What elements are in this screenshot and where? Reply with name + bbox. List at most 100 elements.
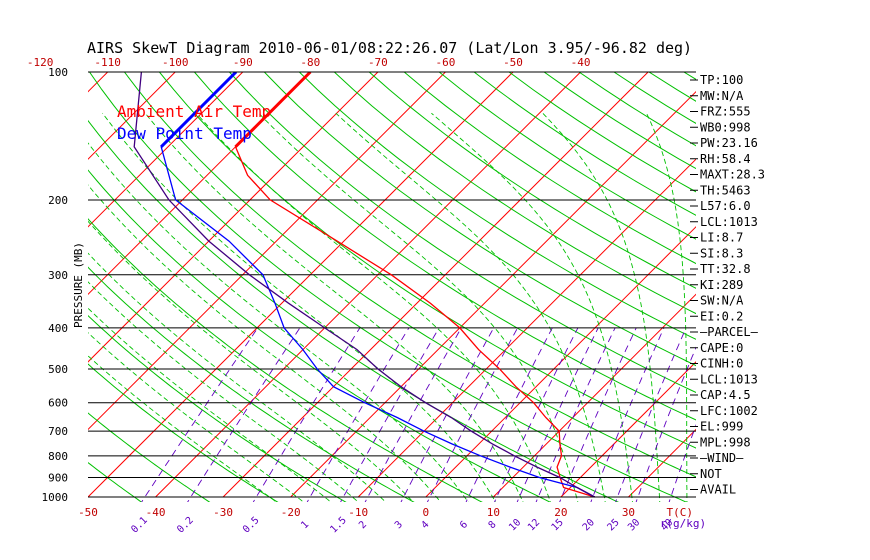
pressure-tick-label: 300 [48, 269, 68, 282]
mixing-ratio-line [494, 327, 579, 502]
dry-adiabat-line [298, 72, 696, 340]
isotherm-line [492, 293, 696, 498]
mixing-unit-label: r(g/kg) [660, 517, 706, 530]
moist-adiabat-line [88, 252, 387, 502]
mixing-ratio-line [252, 327, 361, 502]
profile-top-segment [234, 72, 312, 148]
moist-adiabat-line [88, 332, 305, 502]
isotherm-line [155, 72, 581, 498]
moist-adiabat-line [144, 112, 524, 502]
moist-adiabat-line [88, 307, 332, 502]
dry-adiabat-line [648, 72, 696, 102]
dry-adiabat-line [88, 363, 279, 502]
pressure-tick-label: 900 [48, 472, 68, 485]
mixing-ratio-line [535, 327, 616, 502]
bottom-temp-tick-label: -20 [281, 506, 301, 519]
moist-adiabat-line [258, 112, 579, 502]
mixing-ratio-label: 6 [458, 519, 470, 531]
legend-ambient-air-temp: Ambient Air Temp [117, 102, 271, 121]
side-panel-item: LFC:1002 [700, 404, 758, 418]
dry-adiabat-line [88, 169, 551, 502]
bottom-temp-tick-label: 10 [487, 506, 500, 519]
isotherm-line [88, 72, 176, 160]
mixing-ratio-label: 1 [299, 519, 311, 531]
moist-adiabat-line [88, 142, 469, 502]
mixing-ratio-label: 15 [550, 517, 566, 533]
dry-adiabat-line [438, 72, 696, 240]
mixing-ratio-label: 1.5 [328, 515, 349, 536]
mixing-ratio-line [559, 327, 637, 502]
dry-adiabat-line [263, 72, 696, 367]
legend: Ambient Air Temp Dew Point Temp [117, 102, 271, 143]
pressure-tick-label: 800 [48, 450, 68, 463]
isotherm-line [764, 72, 870, 497]
mixing-ratio-label: 0.5 [241, 515, 262, 536]
pressure-tick-label: 200 [48, 194, 68, 207]
bottom-temp-tick-label: -30 [213, 506, 233, 519]
side-panel-item: SI:8.3 [700, 246, 743, 260]
profile-top-segment [160, 72, 238, 148]
isotherm-line [425, 226, 696, 498]
bottom-temp-tick-label: 20 [554, 506, 567, 519]
side-panel-item: TT:32.8 [700, 262, 751, 276]
mixing-ratio-line [465, 327, 553, 502]
side-panel-item: EI:0.2 [700, 309, 743, 323]
dry-adiabat-line [194, 72, 696, 421]
pressure-tick-label: 100 [48, 66, 68, 79]
mixing-ratio-line [615, 327, 687, 502]
dry-adiabat-line [159, 72, 696, 449]
isotherm-line [88, 72, 244, 228]
bottom-temp-tick-label: -50 [78, 506, 98, 519]
top-temp-tick-label: -80 [300, 56, 320, 69]
dry-adiabat-line [403, 72, 696, 265]
dry-adiabat-line [368, 72, 696, 289]
mixing-ratio-line [635, 346, 696, 502]
bottom-temp-tick-label: 30 [622, 506, 635, 519]
top-temp-tick-label: -50 [503, 56, 523, 69]
top-temp-tick-label: -60 [436, 56, 456, 69]
side-panel-item: PW:23.16 [700, 136, 758, 150]
top-temp-tick-label: -120 [27, 56, 54, 69]
isotherm-line [88, 72, 446, 431]
dry-adiabat-line [229, 72, 696, 394]
dry-adiabat-line [0, 72, 79, 506]
pressure-tick-label: 700 [48, 425, 68, 438]
mixing-ratio-line [364, 327, 462, 502]
dry-adiabat-line [124, 72, 696, 478]
mixing-ratio-line [668, 423, 696, 502]
isotherm-line [290, 90, 696, 498]
mixing-ratio-line [426, 327, 518, 502]
side-panel-item: TP:100 [700, 73, 743, 87]
y-axis-label: PRESSURE (MB) [72, 242, 85, 328]
side-panel-item: SW:N/A [700, 294, 744, 308]
mixing-ratio-line [141, 327, 259, 502]
side-panel-item: –PARCEL– [700, 325, 759, 339]
mixing-ratio-label: 20 [581, 517, 597, 533]
legend-dew-point-temp: Dew Point Temp [117, 124, 252, 143]
mixing-ratio-line [590, 327, 665, 502]
moist-adiabat-line [88, 184, 442, 502]
side-panel-item: CINH:0 [700, 357, 743, 371]
side-panel-item: L57:6.0 [700, 199, 751, 213]
moist-adiabat-line [542, 112, 661, 502]
profile-line-2 [133, 72, 596, 498]
moist-adiabat-line [646, 113, 688, 502]
mixing-ratio-line [516, 327, 599, 502]
side-panel-item: AVAIL [700, 483, 736, 497]
top-temp-tick-label: -40 [571, 56, 591, 69]
dry-adiabat-line [89, 72, 688, 502]
moist-adiabat-line [88, 220, 414, 502]
mixing-ratio-line [340, 327, 440, 502]
mixing-ratio-label: 3 [393, 519, 405, 531]
dry-adiabat-line [0, 72, 10, 506]
moist-adiabat-line [88, 281, 359, 502]
side-panel-item: KI:289 [700, 278, 743, 292]
mixing-ratio-label: 4 [419, 519, 431, 531]
dry-adiabat-line [508, 72, 696, 193]
mixing-ratio-grid [141, 327, 696, 502]
dry-adiabat-line [88, 412, 211, 502]
dry-adiabat-line [333, 72, 696, 315]
bottom-temp-tick-label: -40 [146, 506, 166, 519]
dry-adiabat-line [754, 72, 870, 506]
